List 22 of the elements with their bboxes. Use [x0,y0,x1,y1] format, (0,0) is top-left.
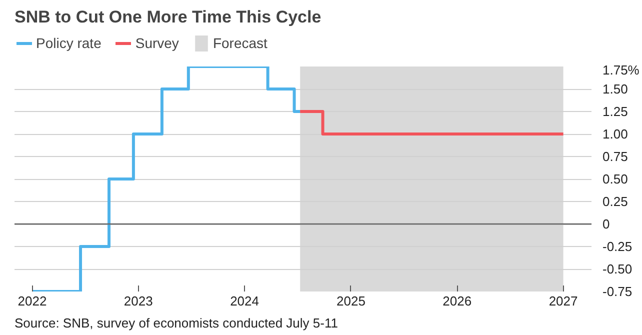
x-tick-label: 2027 [548,294,578,308]
source-note: Source: SNB, survey of economists conducted July 5-11 [14,316,338,330]
x-tick-label: 2023 [124,294,153,308]
y-tick-label: 1.50 [602,82,628,96]
x-tick-label: 2026 [442,294,472,308]
y-tick-label: 0.25 [602,194,628,209]
y-tick-label: -0.75 [602,284,632,299]
y-tick-label: 1.75% [602,62,640,78]
x-tick-label: 2022 [18,294,47,308]
y-tick-label: 0 [602,216,610,232]
legend-label: Forecast [212,35,268,51]
legend-label: Survey [135,35,179,51]
chart-title: SNB to Cut One More Time This Cycle [14,8,322,26]
x-tick-label: 2024 [230,294,260,308]
y-tick-label: -0.50 [602,262,632,276]
legend-label: Policy rate [36,35,102,51]
y-tick-label: 1.00 [602,126,628,142]
x-tick-label: 2025 [336,294,366,308]
y-tick-label: 0.75 [602,149,628,164]
y-tick-label: 0.50 [602,172,628,186]
y-tick-label: 1.25 [602,104,628,119]
y-tick-label: -0.25 [602,239,632,254]
